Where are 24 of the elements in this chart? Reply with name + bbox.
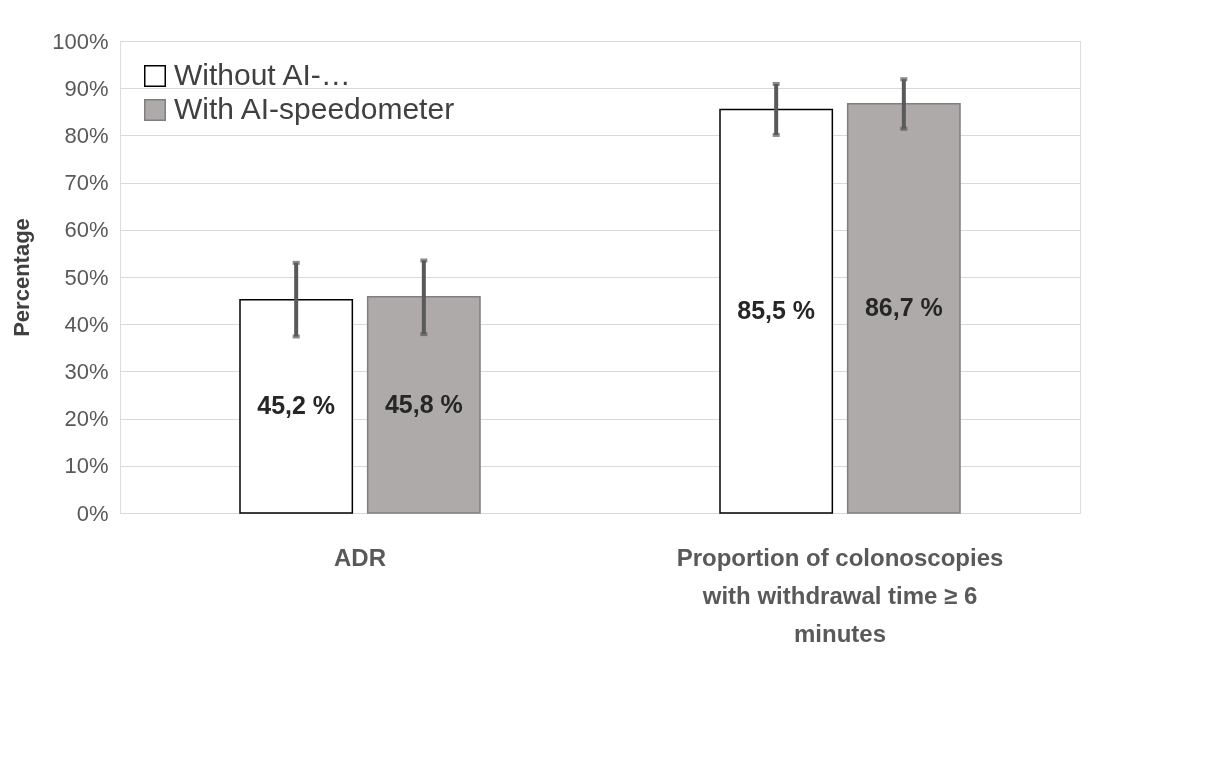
y-tick-label: 10% (64, 453, 109, 479)
data-label: 86,7 % (864, 293, 943, 322)
bar (239, 298, 354, 514)
y-tick-label: 80% (64, 122, 109, 148)
y-tick-label: 90% (64, 75, 109, 101)
bar (366, 296, 481, 514)
x-tick-label: ADR (334, 544, 386, 571)
y-axis-title: Percentage (9, 218, 35, 337)
y-tick-label: 60% (64, 217, 109, 243)
y-tick-label: 0% (76, 500, 109, 526)
x-tick-label: Proportion of colonoscopies with withdrawal time ≥ 6 minutes (676, 544, 1004, 647)
y-tick-label: 100% (52, 28, 109, 54)
y-tick-label: 20% (64, 406, 109, 432)
y-tick-label: 30% (64, 358, 109, 384)
legend-label: With AI-speedometer (174, 92, 455, 125)
y-tick-label: 50% (64, 264, 109, 290)
data-label: 45,8 % (384, 389, 463, 418)
y-tick-label: 40% (64, 311, 109, 337)
bar (846, 103, 961, 514)
bar (719, 108, 834, 514)
y-tick-label: 70% (64, 170, 109, 196)
data-label: 45,2 % (257, 391, 336, 420)
data-label: 85,5 % (737, 296, 816, 325)
legend-label: Without AI-… (174, 58, 351, 91)
